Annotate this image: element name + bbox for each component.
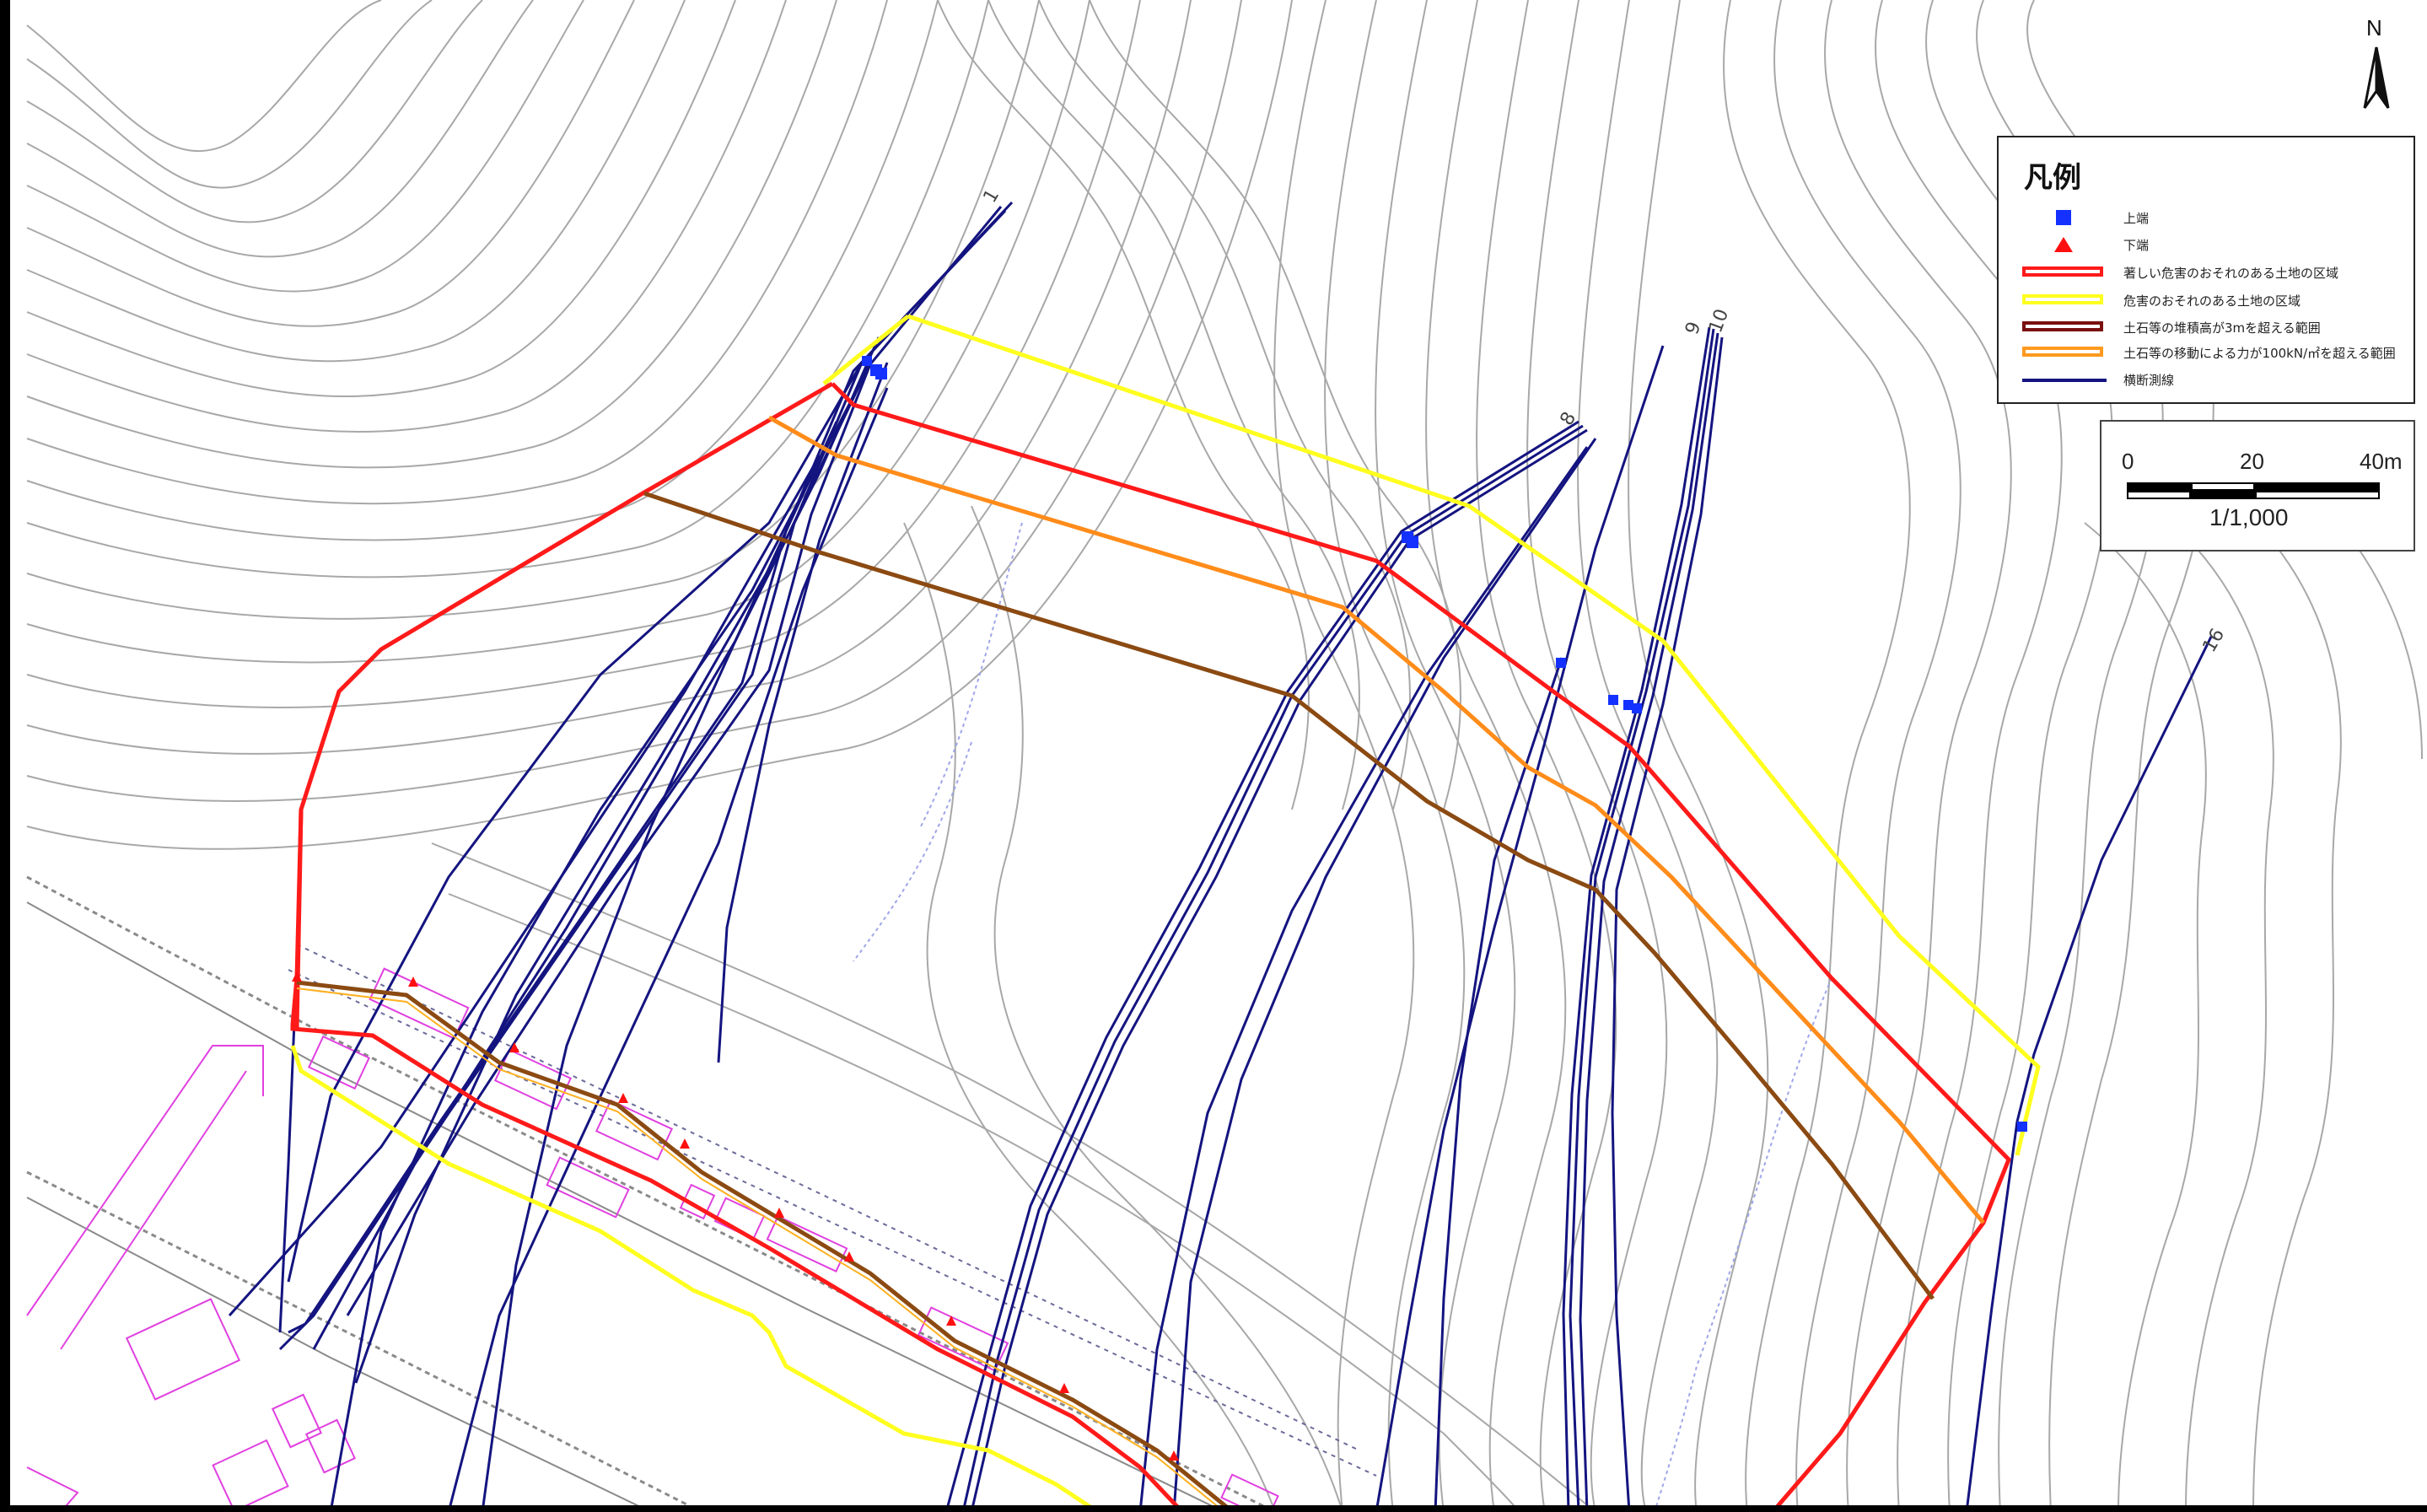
orange-zone	[767, 415, 1985, 1224]
section-label-8: 8	[1557, 408, 1581, 429]
north-arrow-icon	[2363, 46, 2390, 109]
section-label-9: 9	[1682, 319, 1705, 337]
scale-bar-box: 0 20 40m 1/1,000	[2100, 420, 2415, 552]
legend-title: 凡例	[2024, 161, 2081, 195]
legend-label: 横断測線	[2123, 372, 2175, 388]
brown-zone-edge	[296, 987, 1218, 1505]
legend-item-red-zone: 著しい危害のおそれのある土地の区域	[2022, 260, 2338, 285]
legend-label: 下端	[2123, 237, 2150, 253]
lower-end-markers	[292, 971, 1179, 1461]
legend-label: 土石等の移動による力が100kN/㎡を超える範囲	[2123, 345, 2396, 361]
darkred-box-icon	[2022, 321, 2103, 331]
legend-item-lower-end: 下端	[2022, 232, 2149, 257]
yellow-zone	[290, 314, 2041, 1505]
scale-tick-0: 0	[2122, 449, 2134, 474]
legend-item-transect: 横断測線	[2022, 367, 2174, 392]
orange-box-icon	[2022, 347, 2103, 357]
scale-tick-20: 20	[2240, 449, 2264, 474]
scale-ratio: 1/1,000	[2209, 504, 2289, 530]
upper-end-markers	[862, 356, 2027, 1132]
legend-item-force-100kn: 土石等の移動による力が100kN/㎡を超える範囲	[2022, 340, 2396, 365]
legend-label: 著しい危害のおそれのある土地の区域	[2123, 265, 2339, 281]
scale-tick-40: 40m	[2360, 449, 2403, 474]
legend: 凡例 上端 下端 著しい危害のおそれのある土地の区域 危害のおそれのある土地の区…	[1997, 136, 2415, 404]
brown-zone	[296, 491, 1935, 1505]
legend-item-upper-end: 上端	[2022, 205, 2149, 230]
north-label: N	[2366, 15, 2382, 40]
square-marker-icon	[2056, 210, 2071, 225]
contour-lines	[26, 0, 2423, 1505]
yellow-box-icon	[2022, 294, 2103, 304]
legend-label: 危害のおそれのある土地の区域	[2123, 293, 2301, 309]
navy-line-icon	[2022, 379, 2107, 382]
triangle-marker-icon	[2054, 237, 2073, 252]
legend-label: 上端	[2123, 210, 2150, 226]
section-label-1: 1	[980, 186, 1004, 207]
scale-bar	[2127, 482, 2380, 501]
legend-item-deposit-3m: 土石等の堆積高が3mを超える範囲	[2022, 315, 2321, 340]
legend-item-yellow-zone: 危害のおそれのある土地の区域	[2022, 288, 2301, 313]
red-zone	[290, 381, 2011, 1505]
red-box-icon	[2022, 266, 2103, 277]
map-canvas: 1 8 9 10 16	[26, 0, 2423, 1505]
north-arrow: N	[2351, 15, 2402, 116]
legend-label: 土石等の堆積高が3mを超える範囲	[2123, 320, 2321, 336]
